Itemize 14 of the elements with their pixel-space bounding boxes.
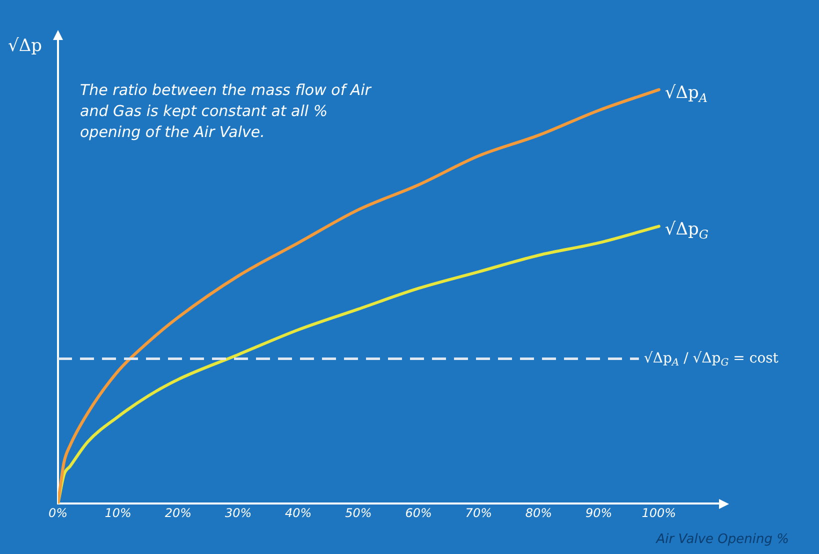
x-tick-label: 20%	[164, 506, 192, 520]
x-tick-label: 50%	[345, 506, 372, 520]
x-tick-label: 0%	[48, 506, 68, 520]
x-axis-title: Air Valve Opening %	[656, 532, 789, 547]
x-tick-label: 100%	[642, 506, 676, 520]
x-tick-label: 70%	[465, 506, 492, 520]
x-tick-label: 30%	[224, 506, 252, 520]
x-tick-label: 40%	[285, 506, 312, 520]
x-tick-label: 80%	[525, 506, 552, 520]
y-axis-title: √Δp	[8, 36, 42, 56]
annotation: The ratio between the mass flow of Air and Gas is kept constant at all % opening of the Air Valve.	[80, 80, 373, 143]
x-tick-label: 90%	[585, 506, 612, 520]
x-tick-label: 60%	[405, 506, 432, 520]
x-tick-label: 10%	[104, 506, 132, 520]
